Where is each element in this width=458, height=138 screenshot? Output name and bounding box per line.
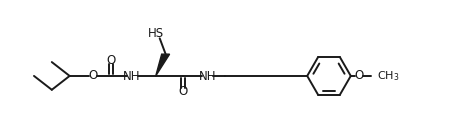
Text: O: O [354,69,363,82]
Text: HS: HS [147,27,164,40]
Text: O: O [89,69,98,82]
Polygon shape [156,54,169,76]
Text: O: O [107,54,116,67]
Text: O: O [179,85,188,98]
Text: CH$_3$: CH$_3$ [376,69,399,83]
Text: NH: NH [198,70,216,83]
Text: NH: NH [123,70,141,83]
